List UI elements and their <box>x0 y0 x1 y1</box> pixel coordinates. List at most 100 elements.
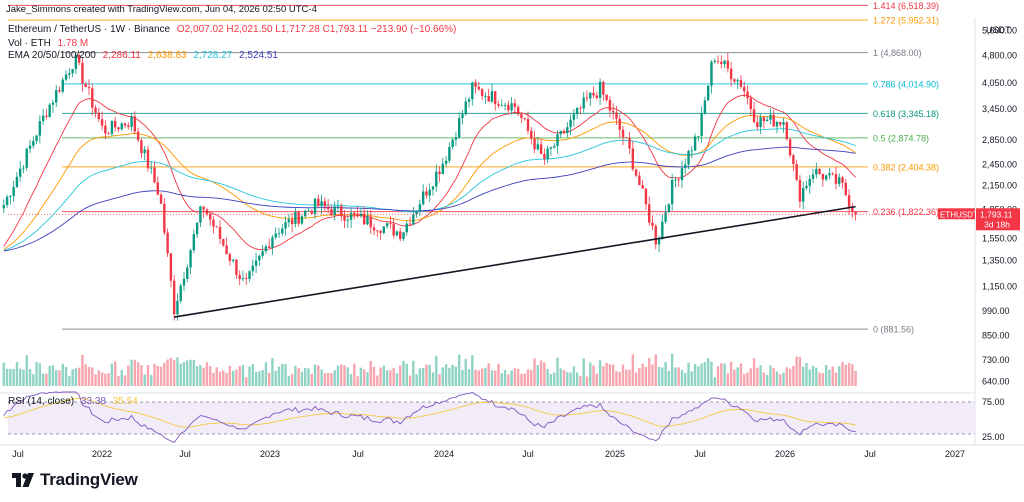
volume-bar <box>87 366 91 386</box>
volume-bar <box>97 370 101 386</box>
symbol-title: Ethereum / TetherUS · 1W · Binance <box>8 24 171 35</box>
volume-bar <box>425 364 428 386</box>
candle-body <box>136 131 140 141</box>
candle-body <box>752 109 756 123</box>
candle-body <box>808 178 811 186</box>
volume-bar <box>828 369 831 386</box>
candle-body <box>533 138 536 150</box>
volume-bar <box>222 370 225 386</box>
volume-bar <box>762 372 766 386</box>
ema100-value: 2,728.27 <box>193 50 233 61</box>
candle-body <box>110 120 114 134</box>
volume-bar <box>241 365 245 386</box>
price-tick-label: 1,150.00 <box>982 282 1017 292</box>
price-tick-label: 3,450.00 <box>982 104 1017 114</box>
time-tick-label: Jul <box>12 449 24 459</box>
volume-bar <box>55 370 58 386</box>
candle-body <box>631 148 635 170</box>
candle-body <box>605 94 608 101</box>
tradingview-logo[interactable]: TradingView <box>12 470 138 490</box>
volume-bar <box>621 364 625 386</box>
volume-bar <box>415 374 418 386</box>
candle-body <box>150 167 153 169</box>
candle-body <box>166 232 169 254</box>
candle-body <box>788 139 792 156</box>
rsi-legend[interactable]: RSI (14, close) 33.38 35.54 <box>8 396 142 407</box>
volume-bar <box>297 368 300 386</box>
volume-label: Vol · ETH <box>8 38 51 49</box>
volume-bar <box>428 364 431 386</box>
volume-bar <box>117 375 120 386</box>
candle-body <box>438 171 441 175</box>
price-tick-label: 2,150.00 <box>982 180 1017 190</box>
candle-body <box>782 122 785 125</box>
candle-body <box>61 79 64 92</box>
volume-bar <box>575 372 579 386</box>
candle-body <box>513 103 517 107</box>
volume-bar <box>271 358 274 386</box>
volume-bar <box>513 368 517 386</box>
volume-bar <box>25 355 28 386</box>
volume-bar <box>431 372 435 386</box>
candle-body <box>405 223 408 233</box>
volume-bar <box>340 364 343 386</box>
candle-body <box>824 175 828 180</box>
rsi-band <box>8 402 975 434</box>
candle-body <box>9 196 12 197</box>
volume-bar <box>729 361 733 386</box>
volume-bar <box>133 359 137 386</box>
volume-bar <box>412 360 415 386</box>
volume-bar <box>631 354 635 386</box>
volume-bar <box>743 374 746 386</box>
candle-body <box>759 117 762 128</box>
volume-bar <box>670 353 674 386</box>
candle-body <box>841 177 844 183</box>
volume-bar <box>94 374 97 386</box>
volume-bar <box>677 367 680 386</box>
candle-body <box>231 259 235 261</box>
volume-bar <box>474 369 477 386</box>
candle-body <box>330 209 333 216</box>
volume-bar <box>618 371 621 386</box>
candle-body <box>222 238 225 246</box>
volume-bar <box>130 359 133 386</box>
candle-body <box>664 212 667 222</box>
candle-body <box>844 182 847 196</box>
volume-bar <box>651 364 654 386</box>
volume-bar <box>100 372 104 386</box>
symbol-legend[interactable]: Ethereum / TetherUS · 1W · Binance O2,00… <box>8 24 460 35</box>
volume-bar <box>723 363 726 386</box>
candle-body <box>490 91 494 102</box>
rsi-ma-value: 35.54 <box>112 396 138 407</box>
fib-level-label: 0.236 (1,822.36) <box>873 207 939 217</box>
volume-bar <box>769 365 772 386</box>
volume-bar <box>638 368 641 386</box>
candle-body <box>536 144 540 150</box>
fib-level-label: 1.414 (6,518.39) <box>873 1 939 11</box>
candle-body <box>323 201 327 207</box>
volume-bar <box>847 363 851 386</box>
volume-bar <box>421 368 425 386</box>
volume-legend[interactable]: Vol · ETH 1.78 M <box>8 38 92 49</box>
ema20-line <box>3 94 856 251</box>
volume-bar <box>107 373 110 386</box>
candle-body <box>661 221 664 240</box>
candle-body <box>235 259 238 275</box>
candle-body <box>539 144 543 154</box>
volume-bar <box>608 364 612 386</box>
volume-bar <box>625 369 628 386</box>
ema-legend[interactable]: EMA 20/50/100/200 2,286.11 2,638.83 2,72… <box>8 50 282 61</box>
volume-bar <box>385 370 389 386</box>
candle-body <box>172 280 176 315</box>
fib-level-label: 0.5 (2,874.78) <box>873 133 929 143</box>
volume-bar <box>238 365 241 386</box>
volume-bar <box>582 358 585 386</box>
volume-bar <box>821 373 825 386</box>
candle-body <box>271 237 274 249</box>
volume-bar <box>644 366 648 386</box>
candle-body <box>238 274 241 280</box>
fib-level-label: 1 (4,868.00) <box>873 48 922 58</box>
volume-bar <box>765 374 769 386</box>
candle-body <box>828 173 831 176</box>
